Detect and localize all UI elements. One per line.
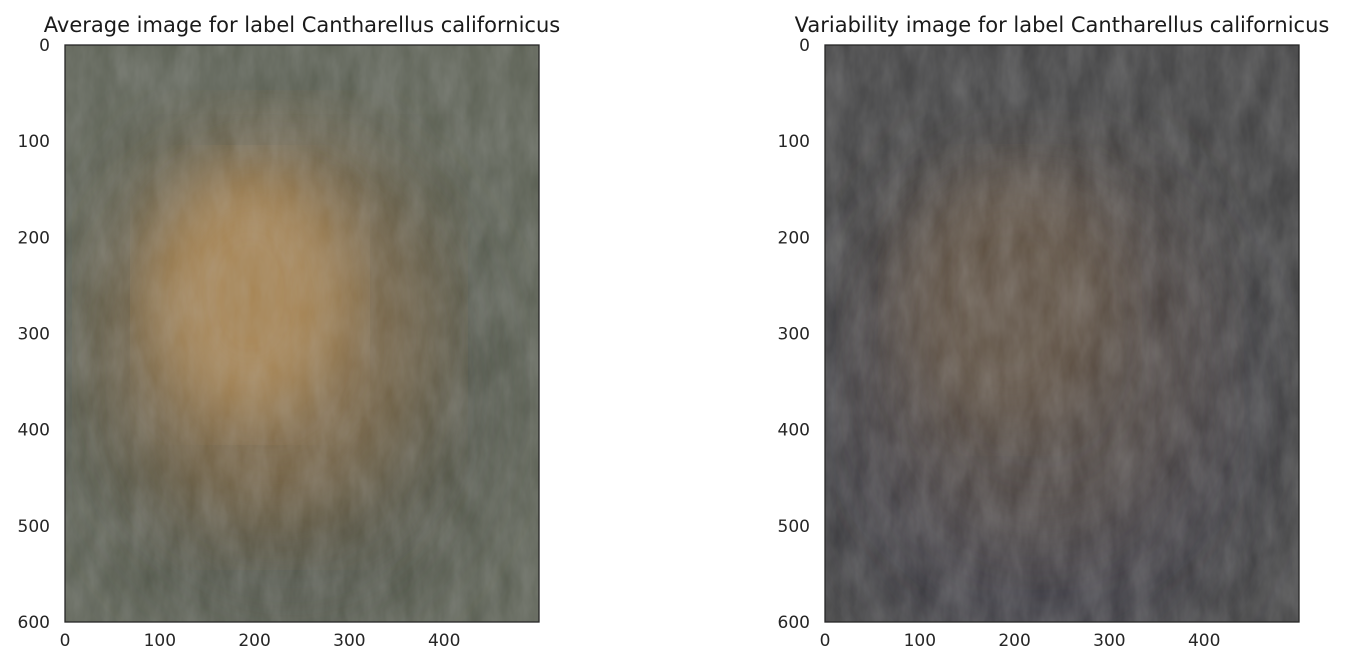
variability-image-x-ticks: 0 100 200 300 400 <box>820 631 1221 651</box>
variability-image-y-tick-label: 300 <box>778 325 810 345</box>
average-image-panel: Average image for label Cantharellus cal… <box>18 13 561 651</box>
variability-image-y-tick-label: 600 <box>778 613 810 633</box>
average-image-x-tick-label: 100 <box>144 631 176 651</box>
average-image-y-tick-label: 500 <box>18 517 50 537</box>
variability-image-x-tick-label: 200 <box>998 631 1030 651</box>
variability-image-y-tick-label: 200 <box>778 228 810 248</box>
average-image-y-tick-label: 600 <box>18 613 50 633</box>
average-image-y-ticks: 0 100 200 300 400 500 600 <box>18 36 50 633</box>
variability-image-x-tick-label: 0 <box>820 631 831 651</box>
variability-image-title: Variability image for label Cantharellus… <box>795 13 1330 37</box>
average-image-x-tick-label: 200 <box>238 631 270 651</box>
variability-image-x-tick-label: 400 <box>1188 631 1220 651</box>
variability-image-y-tick-label: 500 <box>778 517 810 537</box>
average-image-x-tick-label: 300 <box>333 631 365 651</box>
variability-image-x-tick-label: 300 <box>1093 631 1125 651</box>
variability-image-panel: Variability image for label Cantharellus… <box>778 13 1330 651</box>
variability-image-frame <box>824 44 1300 623</box>
variability-image-x-tick-label: 100 <box>904 631 936 651</box>
average-image-x-tick-label: 0 <box>60 631 71 651</box>
variability-image-y-tick-label: 100 <box>778 132 810 152</box>
average-image-texture <box>65 45 539 622</box>
average-image-y-tick-label: 200 <box>18 228 50 248</box>
average-image-y-tick-label: 100 <box>18 132 50 152</box>
average-image-x-ticks: 0 100 200 300 400 <box>60 631 461 651</box>
variability-image-texture <box>825 45 1299 622</box>
average-image-y-tick-label: 400 <box>18 421 50 441</box>
average-image-y-tick-label: 0 <box>39 36 50 56</box>
variability-image <box>825 45 1299 622</box>
variability-image-y-tick-label: 0 <box>799 36 810 56</box>
average-image-y-tick-label: 300 <box>18 325 50 345</box>
average-image-frame <box>64 44 540 623</box>
average-image-x-tick-label: 400 <box>428 631 460 651</box>
average-image <box>65 45 539 622</box>
average-image-title: Average image for label Cantharellus cal… <box>44 13 560 37</box>
variability-image-y-ticks: 0 100 200 300 400 500 600 <box>778 36 810 633</box>
variability-image-y-tick-label: 400 <box>778 421 810 441</box>
